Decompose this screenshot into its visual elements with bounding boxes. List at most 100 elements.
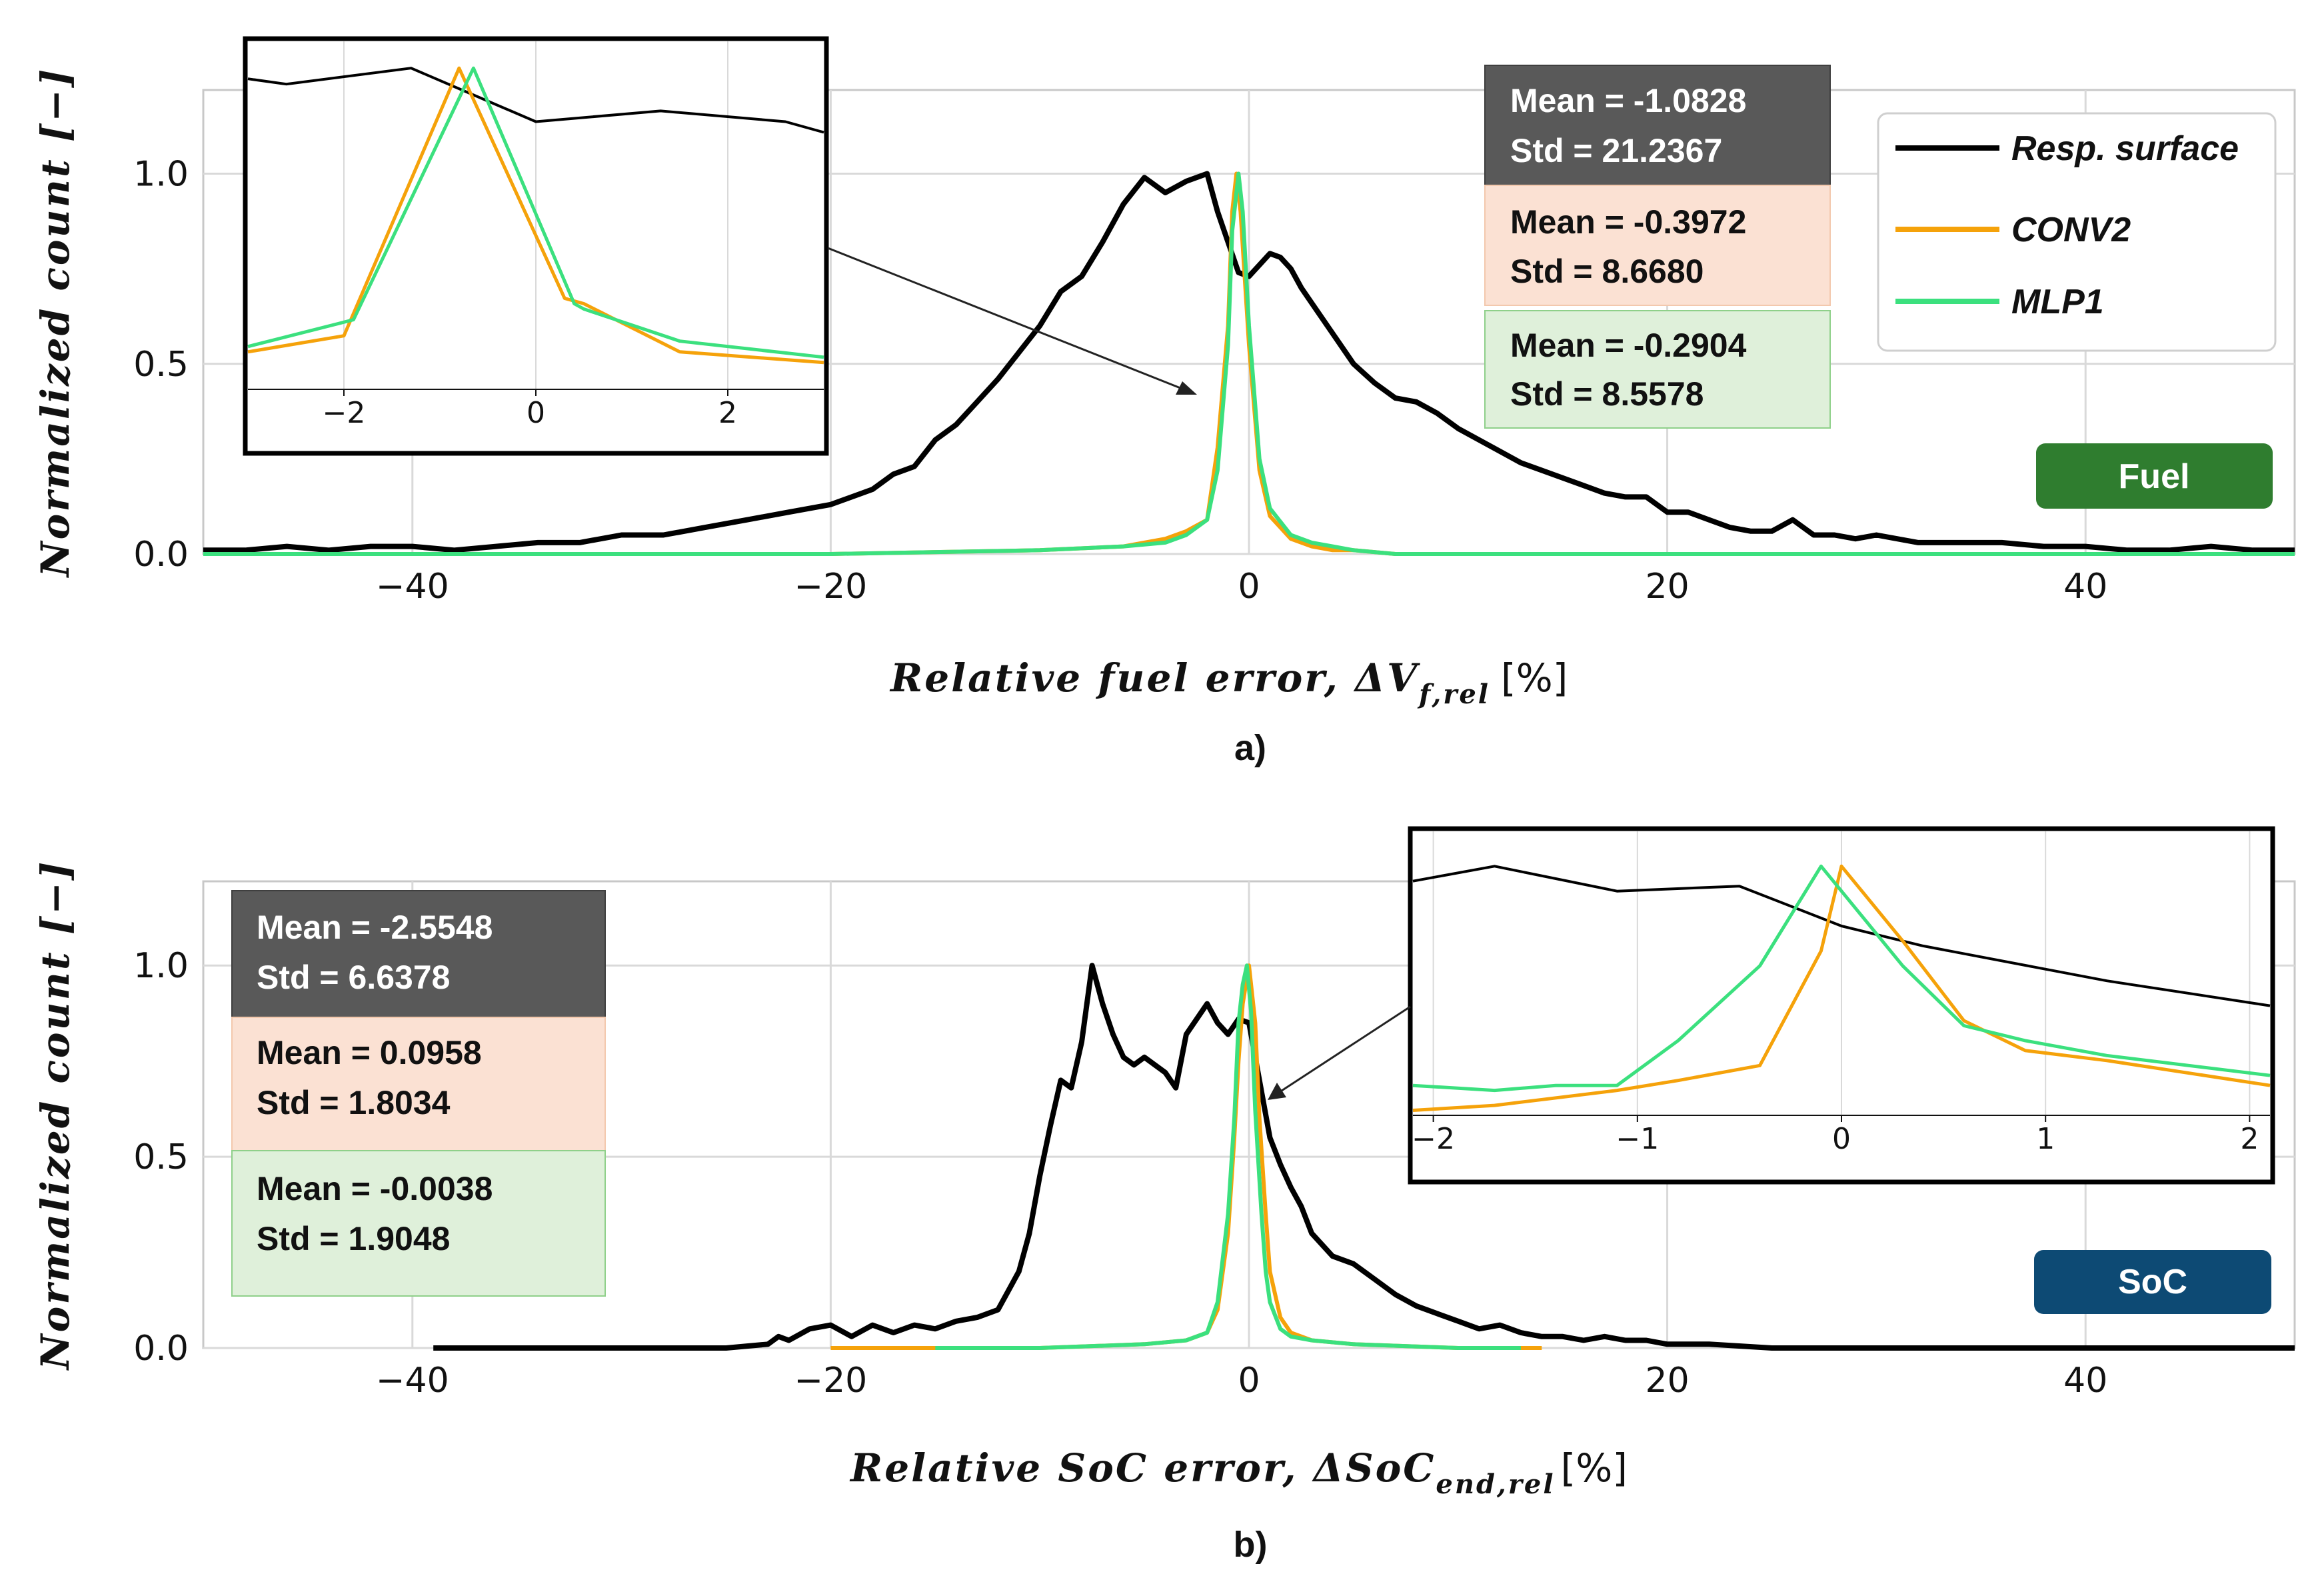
a-inset-series-conv-line: [247, 66, 824, 365]
panel-a-inset-lines: [247, 66, 824, 365]
panel-b-mlp-std: Std = 1.9048: [257, 1220, 450, 1257]
panel-b-badge-soc: SoC: [2034, 1250, 2271, 1314]
a-x-tick-label: −40: [376, 567, 449, 607]
panel-a-resp-mean: Mean = -1.0828: [1510, 82, 1746, 119]
panel-a-inset-ticks: −2 0 2: [248, 389, 824, 430]
a-y-tick-label: 0.0: [133, 535, 189, 575]
b-inset-series-conv-line: [1412, 864, 2271, 1112]
b-x-tick-label: 40: [2063, 1361, 2107, 1401]
b-x-tick-label: −40: [376, 1361, 449, 1401]
panel-a-inset: −2 0 2: [243, 36, 829, 456]
a-inset-series-resp-line: [247, 67, 824, 134]
panel-a-ticks: −40 −20 0 20 400.00.51.0: [133, 155, 2107, 607]
panel-b-x-axis-label-unit: [%]: [1561, 1445, 1628, 1491]
panel-a-stats-conv-box: [1484, 185, 1831, 306]
panel-b-conv-std: Std = 1.8034: [257, 1084, 451, 1121]
panel-b-stats-mlp-box: [231, 1150, 606, 1297]
panel-a-stats-resp-box: [1484, 65, 1831, 186]
panel-a-x-axis-label-text: Relative fuel error, ΔV: [889, 655, 1420, 701]
a-x-tick-label: 40: [2063, 567, 2107, 607]
panel-a-badge-bg: [2036, 443, 2273, 509]
b-inset-x-tick-label: 2: [2240, 1122, 2259, 1156]
panel-b-conv-mean: Mean = 0.0958: [257, 1034, 482, 1071]
a-inset-series-mlp-line: [247, 66, 824, 359]
b-inset-x-tick-label: −1: [1616, 1122, 1659, 1156]
panel-b-badge-bg: [2034, 1250, 2271, 1314]
b-series-resp-line: [433, 963, 2295, 1351]
panel-a-conv-std: Std = 8.6680: [1510, 253, 1704, 290]
panel-a-fuel: −40 −20 0 20 400.00.51.0 Normalized count [−…: [33, 36, 2296, 768]
panel-b-inset: −2 −1 0 1 2: [1408, 826, 2275, 1185]
panel-b-inset-lines: [1412, 864, 2271, 1112]
legend-box: [1877, 112, 2277, 352]
legend-mlp-label: MLP1: [2011, 283, 2104, 321]
panel-b-soc: −40 −20 0 20 400.00.51.0 Normalized count [−…: [33, 826, 2296, 1565]
panel-b-x-axis-label-subscript: end,rel: [1436, 1469, 1555, 1500]
panel-a-stats-mlp-box: [1484, 310, 1831, 429]
a-y-tick-label: 1.0: [133, 155, 189, 195]
panel-b-resp-mean: Mean = -2.5548: [257, 909, 493, 946]
legend: Resp. surface CONV2 MLP1: [1877, 112, 2277, 352]
a-series-resp-line: [203, 171, 2295, 553]
legend-conv-label: CONV2: [2011, 211, 2131, 249]
panel-a-x-axis-label-unit: [%]: [1501, 655, 1568, 701]
b-inset-x-tick-label: 1: [2036, 1122, 2055, 1156]
panel-a-stats-conv: Mean = -0.3972 Std = 8.6680: [1484, 185, 1831, 306]
b-x-tick-label: 0: [1238, 1361, 1260, 1401]
panel-b-ticks: −40 −20 0 20 400.00.51.0: [133, 946, 2107, 1401]
panel-a-resp-std: Std = 21.2367: [1510, 132, 1722, 169]
b-x-tick-label: 20: [1646, 1361, 1690, 1401]
legend-resp-label: Resp. surface: [2011, 129, 2239, 168]
panel-b-stats-conv-box: [231, 1017, 606, 1151]
panel-b-label: b): [1234, 1525, 1268, 1565]
panel-b-stats-resp: Mean = -2.5548 Std = 6.6378: [231, 890, 606, 1018]
panel-b-badge-text: SoC: [2118, 1263, 2187, 1301]
panel-a-x-axis-label-subscript: f,rel: [1417, 679, 1490, 710]
panel-a-arrow-line: [827, 247, 1184, 391]
panel-b-zoom-arrow: [1268, 1005, 1411, 1100]
panel-b-x-axis-label: Relative SoC error, ΔSoCend,rel [%]: [849, 1445, 1628, 1500]
b-y-tick-label: 0.5: [133, 1137, 189, 1177]
panel-b-stats-mlp: Mean = -0.0038 Std = 1.9048: [231, 1150, 606, 1297]
panel-b-arrow-line: [1279, 1005, 1411, 1093]
panel-b-arrow-head: [1268, 1083, 1286, 1100]
panel-b-stats-conv: Mean = 0.0958 Std = 1.8034: [231, 1017, 606, 1151]
a-inset-x-tick-label: 0: [527, 396, 545, 430]
b-inset-x-tick-label: −2: [1412, 1122, 1455, 1156]
panel-a-y-axis-label: Normalized count [−]: [33, 67, 78, 579]
panel-a-mlp-mean: Mean = -0.2904: [1510, 327, 1747, 364]
panel-a-mlp-std: Std = 8.5578: [1510, 375, 1704, 413]
a-x-tick-label: 0: [1238, 567, 1260, 607]
panel-a-stats-resp: Mean = -1.0828 Std = 21.2367: [1484, 65, 1831, 186]
a-x-tick-label: −20: [794, 567, 868, 607]
a-x-tick-label: 20: [1646, 567, 1690, 607]
panel-a-arrow-head: [1176, 381, 1197, 395]
panel-b-y-axis-label: Normalized count [−]: [33, 860, 78, 1371]
a-y-tick-label: 0.5: [133, 345, 189, 385]
b-inset-x-tick-label: 0: [1832, 1122, 1851, 1156]
b-series-mlp-line: [935, 963, 1521, 1350]
panel-a-lines: [203, 171, 2295, 556]
b-inset-series-mlp-line: [1412, 864, 2271, 1093]
b-y-tick-label: 1.0: [133, 946, 189, 986]
a-series-mlp-line: [203, 171, 2295, 556]
panel-b-lines: [433, 963, 2295, 1351]
panel-a-label: a): [1234, 728, 1266, 768]
b-inset-series-resp-line: [1412, 865, 2271, 1007]
panel-b-resp-std: Std = 6.6378: [257, 959, 450, 996]
panel-a-stats-mlp: Mean = -0.2904 Std = 8.5578: [1484, 310, 1831, 429]
panel-b-x-axis-label-text: Relative SoC error, ΔSoC: [849, 1445, 1436, 1491]
a-inset-x-tick-label: 2: [718, 396, 737, 430]
panel-a-badge-fuel: Fuel: [2036, 443, 2273, 509]
panel-b-mlp-mean: Mean = -0.0038: [257, 1170, 493, 1207]
b-x-tick-label: −20: [794, 1361, 868, 1401]
a-inset-x-tick-label: −2: [323, 396, 366, 430]
b-y-tick-label: 0.0: [133, 1329, 189, 1369]
panel-a-zoom-arrow: [827, 247, 1197, 395]
panel-b-inset-grid: [1432, 831, 2251, 1115]
panel-a-badge-text: Fuel: [2119, 457, 2190, 496]
panel-a-x-axis-label: Relative fuel error, ΔVf,rel [%]: [889, 655, 1568, 710]
panel-b-inset-ticks: −2 −1 0 1 2: [1412, 1115, 2270, 1156]
panel-a-conv-mean: Mean = -0.3972: [1510, 203, 1746, 241]
